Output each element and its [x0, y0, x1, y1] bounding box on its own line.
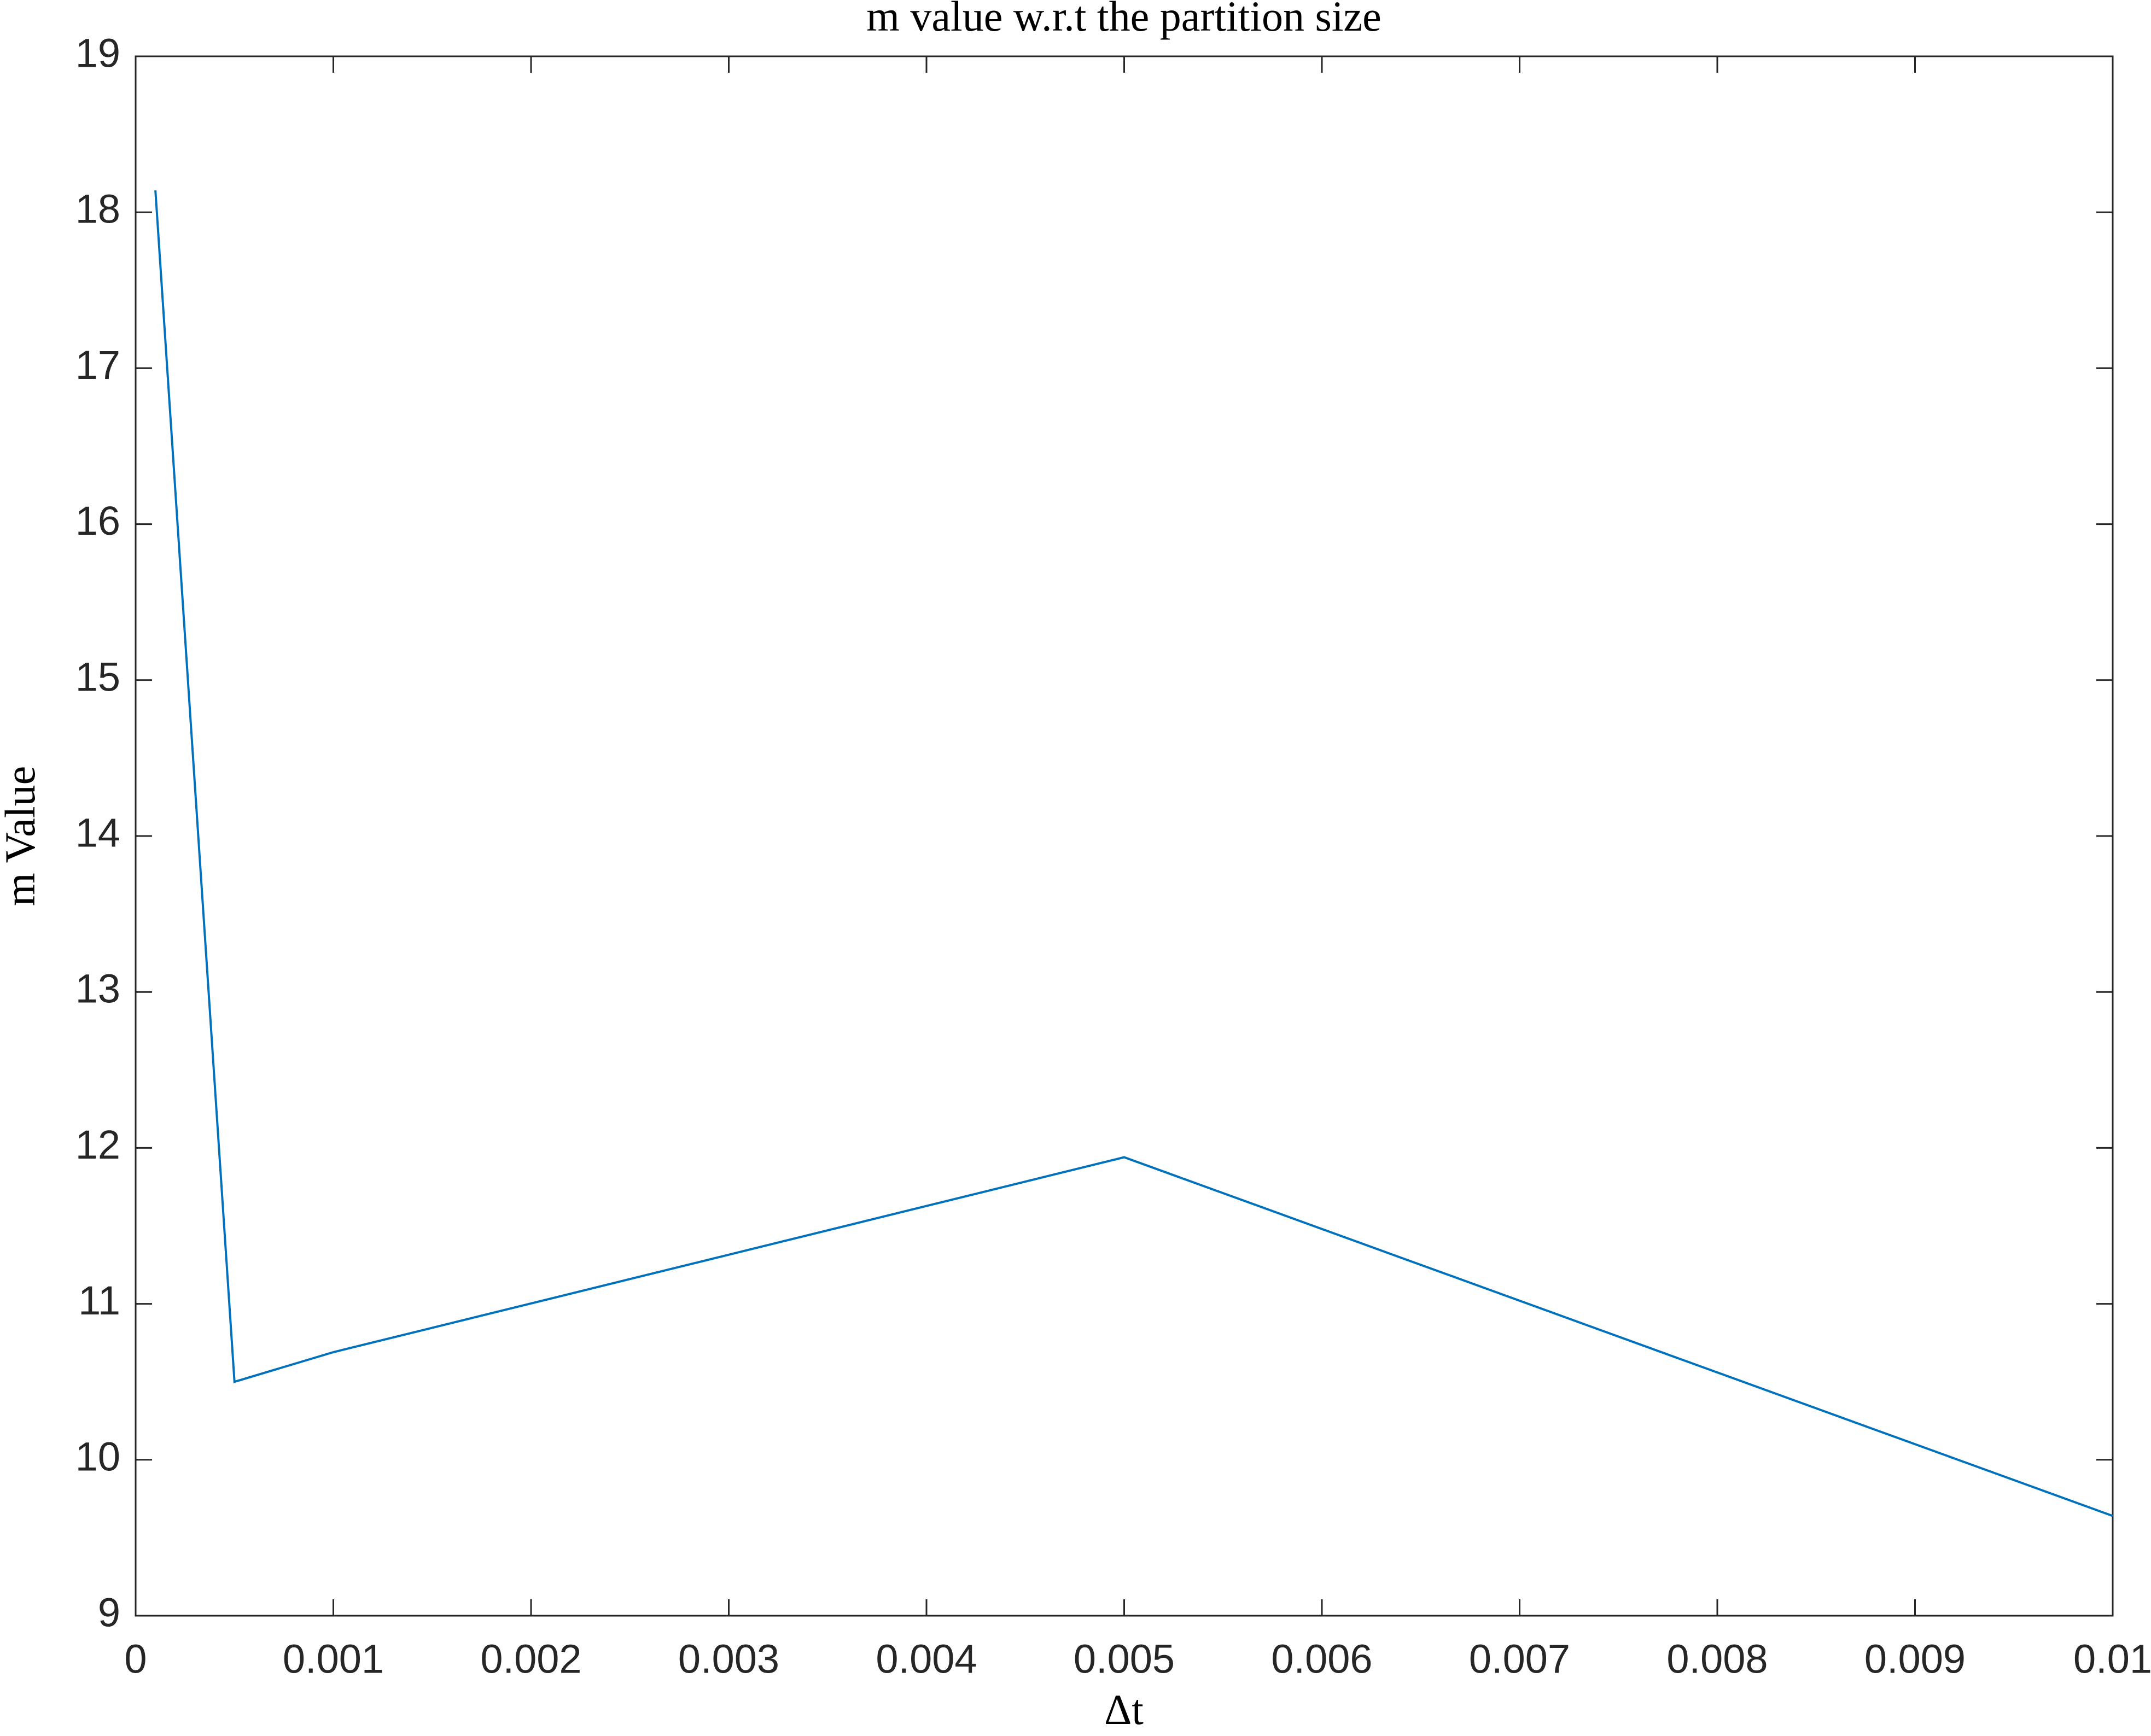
y-tick-label: 18 — [75, 186, 120, 232]
x-tick-label: 0.006 — [1271, 1636, 1372, 1682]
plot-frame — [135, 55, 2114, 1617]
x-tick-label: 0.004 — [876, 1636, 977, 1682]
x-tick-label: 0.007 — [1469, 1636, 1570, 1682]
y-tick-label: 15 — [75, 654, 120, 699]
y-tick-label: 12 — [75, 1122, 120, 1167]
x-tick-label: 0.009 — [1864, 1636, 1966, 1682]
x-tick-label: 0.003 — [678, 1636, 779, 1682]
y-axis-label: m Value — [0, 766, 44, 906]
x-tick-label: 0.001 — [283, 1636, 384, 1682]
chart-title: m value w.r.t the partition size — [866, 0, 1381, 40]
x-tick-label: 0.002 — [480, 1636, 581, 1682]
y-tick-label: 14 — [75, 810, 120, 856]
y-tick-label: 13 — [75, 966, 120, 1012]
x-tick-label: 0.008 — [1666, 1636, 1768, 1682]
y-tick-label: 10 — [75, 1434, 120, 1479]
x-axis-label: Δt — [1104, 1686, 1144, 1733]
y-tick-label: 19 — [75, 31, 120, 76]
x-tick-label: 0.005 — [1074, 1636, 1175, 1682]
y-tick-label: 11 — [78, 1278, 120, 1323]
data-line — [154, 190, 2113, 1517]
y-tick-label: 17 — [75, 342, 120, 388]
y-tick-label: 16 — [75, 498, 120, 543]
x-tick-label: 0.01 — [2073, 1636, 2151, 1682]
x-tick-label: 0 — [124, 1636, 147, 1682]
y-tick-label: 9 — [98, 1590, 120, 1635]
